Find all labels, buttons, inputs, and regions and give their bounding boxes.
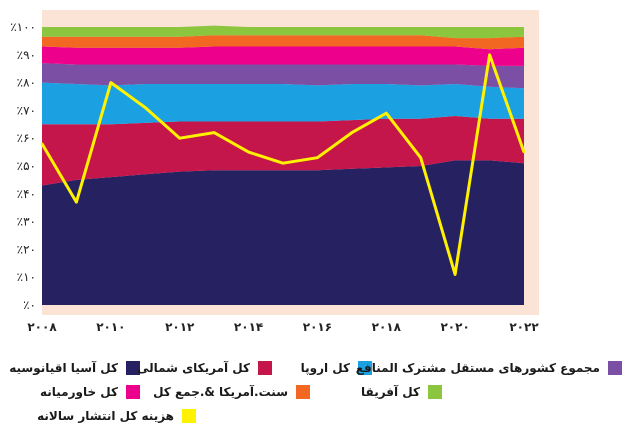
line-point	[109, 81, 113, 84]
y-axis: ٪۰ ٪۱۰ ٪۲۰ ٪۳۰ ٪۴۰ ٪۵۰ ٪۶۰ ٪۷۰ ٪۸۰ ٪۹۰ ٪۱۰۰	[10, 20, 36, 312]
legend-label: کل آفریقا	[361, 385, 420, 399]
line-point	[40, 142, 44, 145]
line-point	[247, 150, 250, 154]
line-point	[316, 156, 319, 159]
legend-item-cis: مجموع کشورهای مستقل مشترک المنافع	[356, 358, 622, 378]
line-point	[350, 131, 354, 134]
legend-item-north-america: کل آمریکای شمالی	[137, 358, 272, 378]
legend-label: مجموع کشورهای مستقل مشترک المنافع	[355, 361, 600, 375]
y-tick-label: ٪۹۰	[17, 48, 36, 62]
line-point	[522, 150, 526, 154]
y-tick-label: ٪۸۰	[17, 76, 36, 90]
legend-swatch	[428, 385, 442, 399]
x-tick-label: ۲۰۰۸	[27, 320, 57, 334]
legend-label: کل خاورمیانه	[39, 385, 118, 399]
legend-item-middle-east: کل خاورمیانه	[40, 382, 140, 402]
area-series	[42, 160, 524, 305]
x-tick-label: ۲۰۲۰	[440, 320, 469, 334]
y-tick-label: ٪۰	[23, 298, 36, 312]
legend-item-asia-pacific: کل آسیا اقیانوسیه	[9, 358, 140, 378]
line-point	[178, 137, 181, 140]
y-tick-label: ٪۳۰	[17, 215, 36, 229]
line-point	[212, 131, 216, 134]
line-point	[488, 53, 491, 56]
y-tick-label: ٪۱۰۰	[10, 20, 36, 34]
yellow-line-series	[40, 53, 526, 276]
legend-swatch	[126, 361, 140, 375]
area-series	[42, 82, 524, 125]
legend-swatch	[182, 409, 196, 423]
legend-swatch	[126, 385, 140, 399]
area-series	[42, 25, 524, 39]
x-tick-label: ۲۰۱۲	[165, 320, 195, 334]
legend-swatch	[358, 361, 372, 375]
legend-swatch	[258, 361, 272, 375]
chart-legend: کل آسیا اقیانوسیه کل آمریکای شمالی کل ار…	[0, 356, 630, 430]
x-tick-label: ۲۰۲۲	[509, 320, 539, 334]
area-series	[42, 63, 524, 89]
line-point	[385, 111, 388, 115]
x-tick-label: ۲۰۱۶	[303, 320, 332, 334]
y-tick-label: ٪۶۰	[17, 131, 36, 145]
line-point	[453, 273, 457, 276]
area-series	[42, 35, 524, 50]
area-chart: ٪۰٪۱۰٪۲۰٪۳۰٪۴۰٪۵۰٪۶۰٪۷۰٪۸۰٪۹۰٪۱۰۰ ۲۰۰۸ ۲۰…	[10, 10, 539, 334]
legend-label: هزینه کل انتشار سالانه	[37, 409, 174, 423]
legend-label: کل آسیا اقیانوسیه	[9, 361, 118, 375]
line-point	[281, 162, 285, 165]
y-tick-label: ٪۴۰	[17, 187, 36, 201]
legend-swatch	[608, 361, 622, 375]
x-tick-label: ۲۰۱۰	[96, 320, 125, 334]
legend-label: کل اروپا	[300, 361, 350, 375]
y-tick-label: ٪۵۰	[17, 159, 36, 173]
x-tick-label: ۲۰۱۴	[234, 320, 263, 334]
y-tick-label: ٪۱۰	[17, 270, 36, 284]
line-point	[75, 200, 78, 204]
legend-label: سنت.آمریکا &.جمع کل	[153, 385, 288, 399]
y-tick-label: ٪۷۰	[17, 103, 36, 117]
legend-label: کل آمریکای شمالی	[136, 361, 250, 375]
legend-item-europe: کل اروپا	[301, 358, 372, 378]
legend-item-africa: کل آفریقا	[361, 382, 442, 402]
legend-swatch	[296, 385, 310, 399]
line-point	[144, 106, 147, 109]
y-tick-label: ٪۲۰	[17, 242, 36, 256]
legend-item-annual-emission-cost: هزینه کل انتشار سالانه	[37, 406, 196, 426]
x-axis: ۲۰۰۸ ۲۰۱۰ ۲۰۱۲ ۲۰۱۴ ۲۰۱۶ ۲۰۱۸ ۲۰۲۰ ۲۰۲۲	[27, 320, 539, 334]
x-tick-label: ۲۰۱۸	[372, 320, 402, 334]
legend-item-south-america: سنت.آمریکا &.جمع کل	[153, 382, 310, 402]
line-point	[419, 156, 422, 159]
area-series	[42, 46, 524, 66]
